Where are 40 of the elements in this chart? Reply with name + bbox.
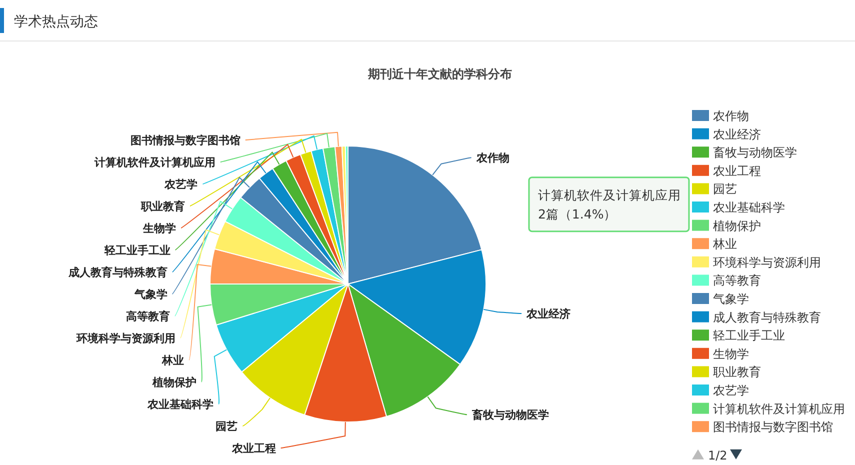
slice-label: 职业教育	[140, 200, 185, 213]
text: 计算机软件及计算机应用 2篇（1.4%）	[538, 187, 681, 222]
slice-label: 农业工程	[230, 442, 276, 455]
legend-label: 植物保护	[713, 218, 761, 233]
legend-label: 园艺	[713, 182, 737, 196]
legend-label: 畜牧与动物医学	[713, 146, 797, 160]
text: 1/2	[708, 448, 728, 462]
slice-label: 轻工业手工业	[103, 244, 170, 257]
legend-label: 农作物	[713, 109, 749, 123]
slice-label: 农业经济	[526, 307, 571, 320]
slice-label: 林业	[161, 354, 184, 367]
chart-title: 期刊近十年文献的学科分布	[367, 67, 512, 81]
slice-label: 农业基础科学	[146, 398, 214, 411]
legend-label: 计算机软件及计算机应用	[713, 402, 845, 416]
slice-label: 生物学	[142, 222, 176, 235]
legend-label: 气象学	[713, 292, 749, 306]
legend-label: 生物学	[713, 346, 749, 361]
slice-label: 园艺	[216, 420, 238, 433]
legend-label: 农业基础科学	[713, 200, 785, 214]
slice-label: 高等教育	[126, 310, 170, 323]
slice-label: 农艺学	[164, 178, 198, 191]
legend-label: 职业教育	[713, 365, 761, 380]
slice-label: 畜牧与动物医学	[470, 408, 549, 422]
legend-label: 农业经济	[713, 127, 761, 142]
legend-label: 环境科学与资源利用	[713, 255, 821, 270]
text: 学术热点动态	[14, 14, 98, 30]
legend-label: 高等教育	[713, 274, 761, 288]
legend-label: 成人教育与特殊教育	[713, 310, 821, 324]
slice-label: 成人教育与特殊教育	[67, 266, 168, 279]
slice-label: 计算机软件及计算机应用	[93, 156, 216, 169]
legend-label: 农业工程	[713, 164, 761, 178]
slice-label: 植物保护	[151, 376, 196, 389]
slice-label: 农作物	[475, 152, 510, 165]
slice-label: 气象学	[133, 288, 168, 301]
legend-label: 图书情报与数字图书馆	[713, 420, 833, 434]
slice-label: 环境科学与资源利用	[75, 332, 176, 345]
legend-label: 农艺学	[713, 384, 749, 398]
slice-label: 图书情报与数字图书馆	[130, 134, 240, 147]
legend-label: 林业	[712, 237, 737, 252]
legend-label: 轻工业手工业	[713, 328, 785, 343]
